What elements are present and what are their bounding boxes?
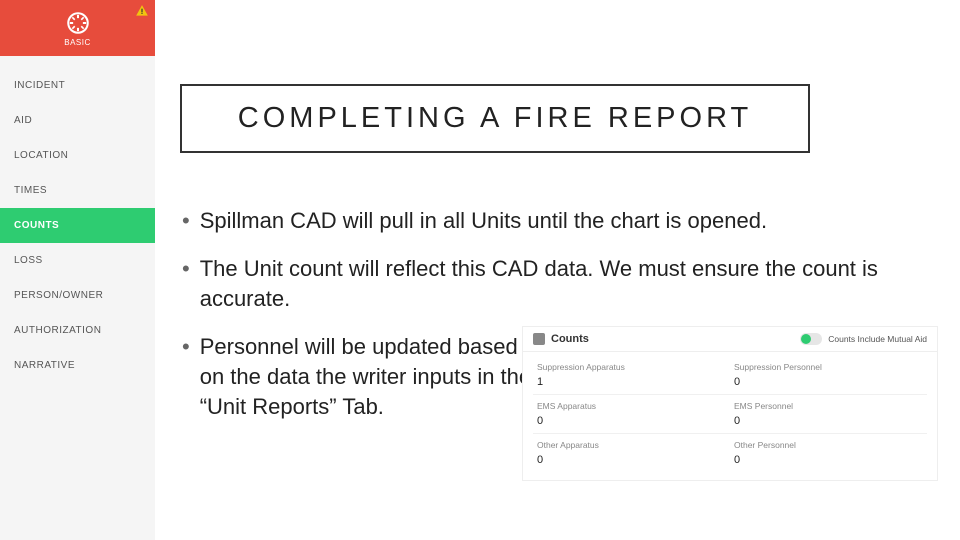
- cell-label: Other Apparatus: [537, 440, 726, 450]
- warning-icon: [135, 4, 149, 18]
- sidebar: BASIC INCIDENT AID LOCATION TIMES COUNTS…: [0, 0, 155, 540]
- page-title: COMPLETING A FIRE REPORT: [238, 102, 752, 134]
- panel-body: Suppression Apparatus 1 Suppression Pers…: [523, 352, 937, 480]
- counts-row: Suppression Apparatus 1 Suppression Pers…: [533, 356, 927, 395]
- counts-cell: Other Personnel 0: [730, 434, 927, 472]
- bullet-dot-icon: •: [182, 332, 190, 362]
- cell-value: 0: [734, 415, 923, 427]
- bullet-text: The Unit count will reflect this CAD dat…: [200, 254, 920, 314]
- slide: BASIC INCIDENT AID LOCATION TIMES COUNTS…: [0, 0, 960, 540]
- cell-label: Suppression Apparatus: [537, 362, 726, 372]
- bullet-dot-icon: •: [182, 254, 190, 284]
- bullet-2: • The Unit count will reflect this CAD d…: [182, 254, 922, 314]
- bullet-dot-icon: •: [182, 206, 190, 236]
- cell-value: 1: [537, 376, 726, 388]
- toggle-label: Counts Include Mutual Aid: [828, 334, 927, 344]
- panel-header-left: Counts: [533, 333, 589, 345]
- sidebar-item-loss[interactable]: LOSS: [0, 243, 155, 278]
- sidebar-item-narrative[interactable]: NARRATIVE: [0, 348, 155, 383]
- mutual-aid-toggle[interactable]: Counts Include Mutual Aid: [800, 333, 927, 345]
- counts-row: EMS Apparatus 0 EMS Personnel 0: [533, 395, 927, 434]
- counts-row: Other Apparatus 0 Other Personnel 0: [533, 434, 927, 472]
- basic-badge: BASIC: [0, 0, 155, 56]
- sidebar-item-aid[interactable]: AID: [0, 103, 155, 138]
- cell-value: 0: [734, 376, 923, 388]
- panel-header: Counts Counts Include Mutual Aid: [523, 327, 937, 352]
- cell-label: EMS Personnel: [734, 401, 923, 411]
- nav-list: INCIDENT AID LOCATION TIMES COUNTS LOSS …: [0, 56, 155, 383]
- counts-cell: EMS Apparatus 0: [533, 395, 730, 433]
- panel-title: Counts: [551, 333, 589, 345]
- counts-cell: EMS Personnel 0: [730, 395, 927, 433]
- toggle-icon: [800, 333, 822, 345]
- bullet-1: • Spillman CAD will pull in all Units un…: [182, 206, 922, 236]
- counts-cell: Suppression Personnel 0: [730, 356, 927, 394]
- counts-cell: Suppression Apparatus 1: [533, 356, 730, 394]
- sidebar-item-counts[interactable]: COUNTS: [0, 208, 155, 243]
- sidebar-item-incident[interactable]: INCIDENT: [0, 68, 155, 103]
- cell-value: 0: [537, 415, 726, 427]
- cell-label: Suppression Personnel: [734, 362, 923, 372]
- bullet-text: Spillman CAD will pull in all Units unti…: [200, 206, 767, 236]
- sidebar-item-authorization[interactable]: AUTHORIZATION: [0, 313, 155, 348]
- badge-icon: [65, 10, 91, 36]
- sidebar-item-times[interactable]: TIMES: [0, 173, 155, 208]
- bullet-text: Personnel will be updated based on the d…: [200, 332, 540, 422]
- title-box: COMPLETING A FIRE REPORT: [180, 84, 810, 153]
- counts-cell: Other Apparatus 0: [533, 434, 730, 472]
- sidebar-item-location[interactable]: LOCATION: [0, 138, 155, 173]
- badge-label: BASIC: [64, 38, 91, 47]
- cell-label: Other Personnel: [734, 440, 923, 450]
- counts-panel: Counts Counts Include Mutual Aid Suppres…: [522, 326, 938, 481]
- sidebar-item-person-owner[interactable]: PERSON/OWNER: [0, 278, 155, 313]
- cell-value: 0: [537, 454, 726, 466]
- counts-icon: [533, 333, 545, 345]
- cell-label: EMS Apparatus: [537, 401, 726, 411]
- cell-value: 0: [734, 454, 923, 466]
